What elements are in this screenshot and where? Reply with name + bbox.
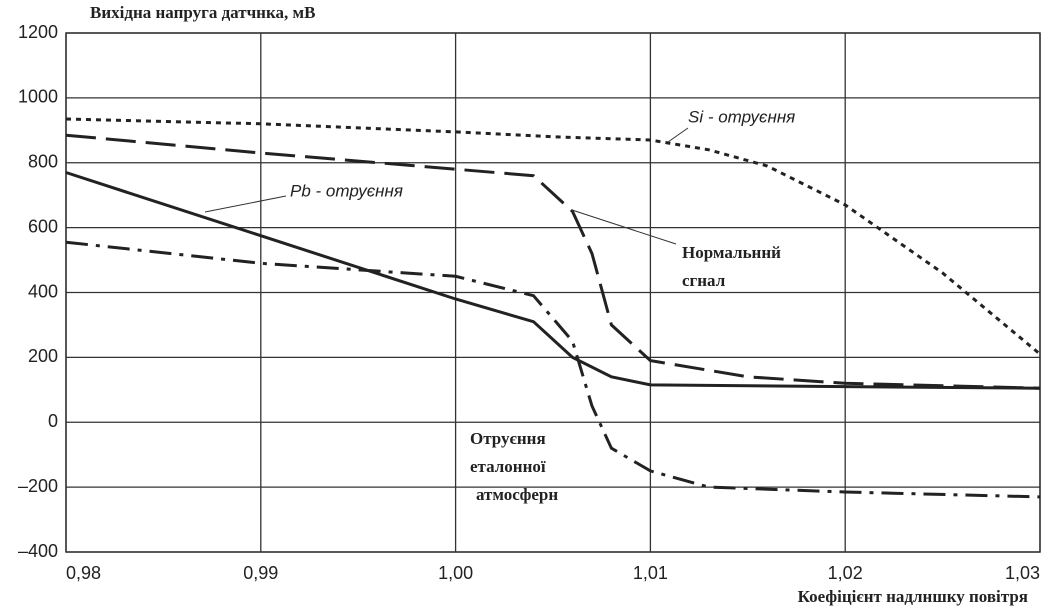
series-line	[65, 117, 1041, 356]
y-tick-label: 1200	[18, 22, 58, 42]
chart-title: Вихідна напруга датчнка, мВ	[90, 3, 315, 22]
series-label: Pb - отруєння	[290, 181, 403, 200]
y-tick-label: 800	[28, 152, 58, 172]
x-tick-label: 1,01	[633, 563, 668, 583]
x-axis-label: Коефіцієнт надлншку повітря	[798, 587, 1028, 606]
series-line	[65, 133, 1041, 390]
plot-frame	[65, 32, 1041, 553]
x-tick-label: 1,00	[438, 563, 473, 583]
leader-line	[204, 195, 287, 213]
series-label: Si - отруєння	[688, 107, 795, 126]
leader-line	[667, 127, 689, 143]
x-tick-label: 0,98	[66, 563, 101, 583]
x-tick-label: 0,99	[243, 563, 278, 583]
x-tick-label: 1,02	[828, 563, 863, 583]
y-tick-label: 1000	[18, 87, 58, 107]
series-line	[65, 240, 1041, 499]
x-tick-label: 1,03	[1005, 563, 1040, 583]
leader-line	[571, 209, 677, 245]
series-line	[65, 171, 1041, 390]
y-tick-label: 600	[28, 216, 58, 236]
y-tick-label: –400	[18, 541, 58, 561]
y-tick-label: 0	[48, 411, 58, 431]
series-label: Отруєння еталонної атмосферн	[470, 429, 558, 504]
y-tick-label: 400	[28, 281, 58, 301]
series-label: Нормальннй сгнал	[682, 243, 781, 290]
y-tick-label: –200	[18, 476, 58, 496]
y-tick-label: 200	[28, 346, 58, 366]
